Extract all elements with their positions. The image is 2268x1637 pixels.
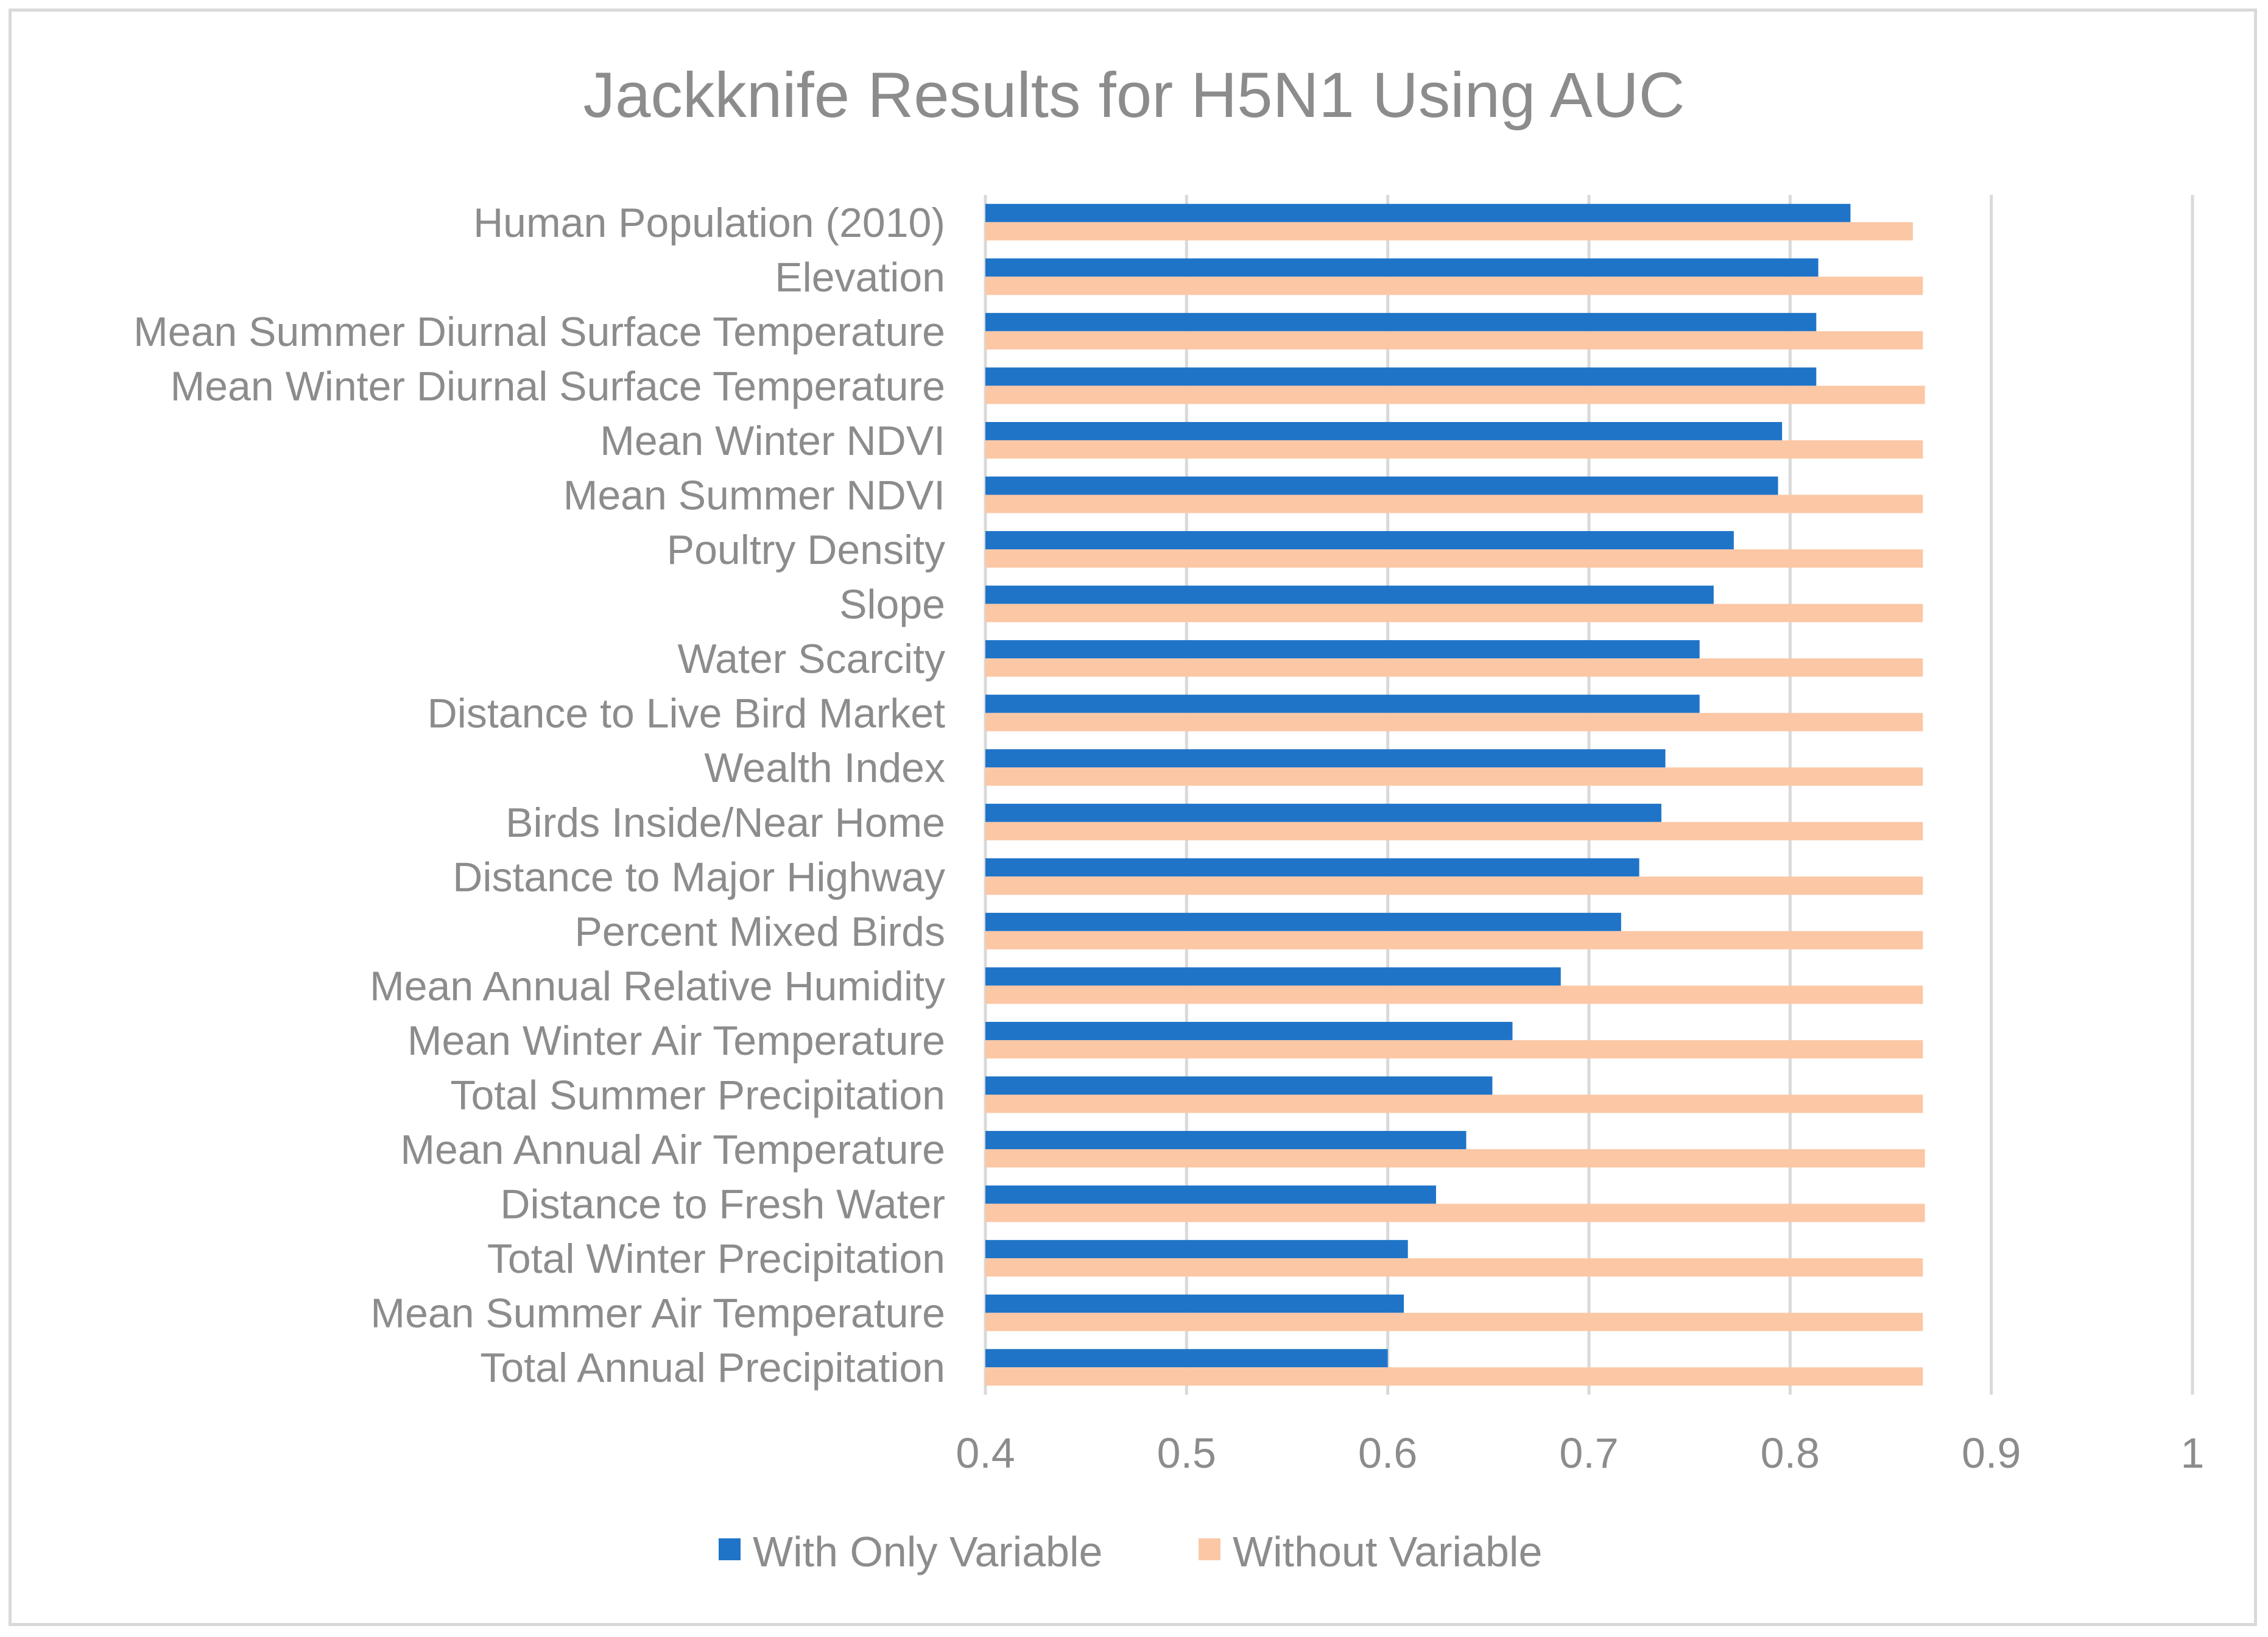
bar-with-only-variable: [985, 531, 1734, 550]
x-tick-label: 1: [2181, 1429, 2205, 1477]
category-label: Birds Inside/Near Home: [505, 800, 945, 846]
legend-swatch: [1199, 1538, 1220, 1560]
bar-without-variable: [985, 1040, 1923, 1058]
category-label: Mean Summer Air Temperature: [370, 1290, 945, 1337]
category-labels: Human Population (2010) Elevation Mean Sum…: [133, 200, 945, 1391]
bar-with-only-variable: [985, 1294, 1404, 1313]
bar-without-variable: [985, 1258, 1923, 1277]
legend: With Only Variable Without Variable: [719, 1528, 1542, 1575]
category-label: Distance to Live Bird Market: [428, 691, 945, 737]
bar-without-variable: [985, 767, 1923, 786]
category-label: Mean Winter Air Temperature: [407, 1018, 945, 1064]
bar-with-only-variable: [985, 1131, 1467, 1150]
bar-without-variable: [985, 713, 1923, 731]
category-label: Distance to Fresh Water: [500, 1181, 945, 1228]
bar-without-variable: [985, 931, 1923, 949]
x-tick-label: 0.6: [1358, 1429, 1417, 1477]
bar-with-only-variable: [985, 1185, 1436, 1204]
bar-without-variable: [985, 385, 1925, 404]
category-label: Percent Mixed Birds: [575, 909, 945, 955]
category-label: Total Annual Precipitation: [480, 1345, 945, 1391]
category-label: Total Winter Precipitation: [487, 1236, 945, 1282]
bar-without-variable: [985, 222, 1913, 241]
category-label: Distance to Major Highway: [453, 854, 945, 900]
x-tick-label: 0.4: [956, 1429, 1015, 1477]
bar-without-variable: [985, 495, 1923, 513]
bars: [985, 203, 1925, 1386]
bar-without-variable: [985, 1094, 1923, 1113]
bar-with-only-variable: [985, 858, 1639, 877]
category-label: Human Population (2010): [473, 200, 945, 246]
category-label: Mean Summer NDVI: [563, 473, 945, 519]
category-label: Water Scarcity: [677, 636, 945, 682]
category-label: Mean Annual Relative Humidity: [370, 963, 945, 1009]
bar-with-only-variable: [985, 803, 1661, 822]
bar-with-only-variable: [985, 640, 1700, 659]
legend-swatch: [719, 1538, 741, 1560]
x-tick-label: 0.9: [1962, 1429, 2021, 1477]
category-label: Mean Winter Diurnal Surface Temperature: [171, 363, 945, 409]
category-label: Slope: [839, 582, 945, 628]
bar-with-only-variable: [985, 312, 1817, 331]
bar-with-only-variable: [985, 694, 1700, 713]
bar-with-only-variable: [985, 476, 1778, 495]
bar-with-only-variable: [985, 203, 1851, 222]
x-tick-label: 0.7: [1559, 1429, 1618, 1477]
chart-title: Jackknife Results for H5N1 Using AUC: [583, 60, 1685, 131]
bar-without-variable: [985, 1367, 1923, 1386]
bar-without-variable: [985, 276, 1923, 295]
bar-without-variable: [985, 658, 1923, 677]
bar-with-only-variable: [985, 1349, 1388, 1368]
category-label: Wealth Index: [704, 745, 945, 791]
category-label: Mean Summer Diurnal Surface Temperature: [133, 309, 945, 355]
bar-with-only-variable: [985, 258, 1819, 277]
bar-without-variable: [985, 331, 1923, 350]
bar-without-variable: [985, 604, 1923, 622]
bar-without-variable: [985, 549, 1923, 568]
bar-with-only-variable: [985, 912, 1621, 931]
x-tick-label: 0.5: [1157, 1429, 1216, 1477]
bar-with-only-variable: [985, 967, 1561, 986]
bar-with-only-variable: [985, 585, 1714, 604]
bar-without-variable: [985, 985, 1923, 1004]
bar-with-only-variable: [985, 1021, 1513, 1040]
category-label: Poultry Density: [667, 527, 945, 573]
bar-without-variable: [985, 822, 1923, 840]
category-label: Mean Winter NDVI: [600, 418, 945, 464]
bar-with-only-variable: [985, 1240, 1408, 1259]
bar-with-only-variable: [985, 1076, 1493, 1095]
legend-label: Without Variable: [1233, 1528, 1542, 1575]
bar-without-variable: [985, 440, 1923, 459]
bar-without-variable: [985, 1203, 1925, 1222]
bar-with-only-variable: [985, 749, 1666, 768]
bar-without-variable: [985, 1149, 1925, 1168]
x-tick-labels: 0.4 0.5 0.6 0.7 0.8 0.9 1: [956, 1429, 2204, 1477]
category-label: Elevation: [775, 254, 945, 300]
category-label: Mean Annual Air Temperature: [400, 1127, 945, 1173]
bar-without-variable: [985, 876, 1923, 895]
bar-with-only-variable: [985, 367, 1817, 386]
x-tick-label: 0.8: [1761, 1429, 1820, 1477]
category-label: Total Summer Precipitation: [450, 1072, 945, 1119]
legend-label: With Only Variable: [753, 1528, 1102, 1575]
bar-with-only-variable: [985, 421, 1783, 440]
bar-without-variable: [985, 1312, 1923, 1331]
